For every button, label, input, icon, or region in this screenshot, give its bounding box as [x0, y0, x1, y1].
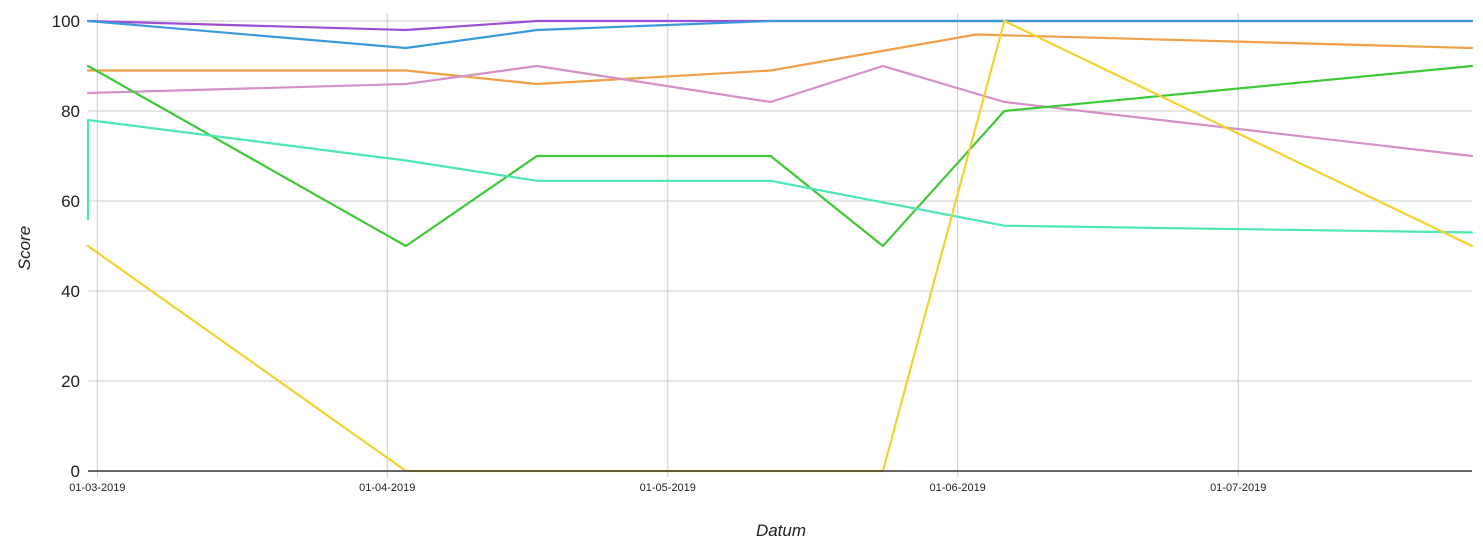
y-tick-label: 100 [52, 12, 80, 31]
y-tick-label: 60 [61, 192, 80, 211]
series-line-2 [86, 19, 1474, 50]
series-line-7 [86, 19, 1474, 473]
x-axis-title: Datum [756, 521, 806, 540]
y-tick-label: 80 [61, 102, 80, 121]
x-tick-label: 01-04-2019 [359, 482, 415, 494]
series-line-1 [86, 19, 1474, 32]
y-tick-label: 20 [61, 372, 80, 391]
series-line-6 [86, 118, 1474, 234]
x-tick-label: 01-06-2019 [930, 482, 986, 494]
x-axis-ticks: 01-03-2019 01-04-2019 01-05-2019 01-06-2019… [69, 482, 1266, 494]
series-line-4 [86, 64, 1474, 158]
x-tick-label: 01-07-2019 [1210, 482, 1266, 494]
grid [88, 13, 1472, 477]
series-lines [86, 19, 1474, 473]
y-axis-title: Score [15, 226, 34, 270]
x-tick-label: 01-03-2019 [69, 482, 125, 494]
series-line-5 [86, 64, 1474, 248]
y-tick-label: 0 [71, 462, 80, 481]
series-line-3 [86, 33, 1474, 86]
y-axis-ticks: 0 20 40 60 80 100 [52, 12, 80, 481]
x-tick-label: 01-05-2019 [640, 482, 696, 494]
y-tick-label: 40 [61, 282, 80, 301]
